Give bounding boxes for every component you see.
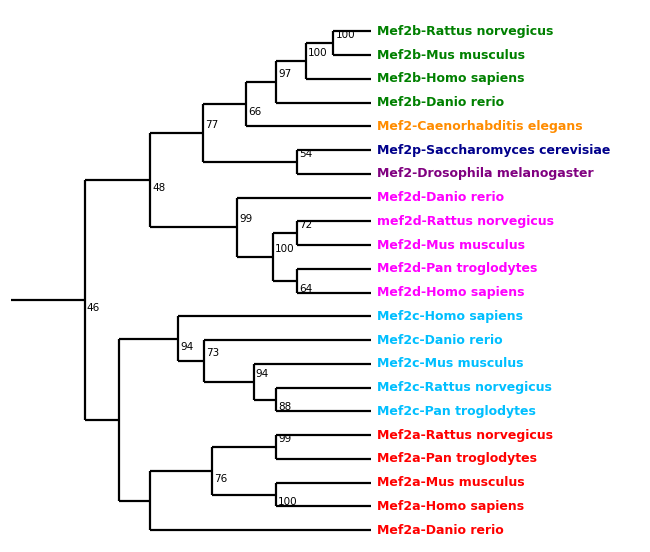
Text: Mef2a-Homo sapiens: Mef2a-Homo sapiens [377,500,524,513]
Text: Mef2b-Mus musculus: Mef2b-Mus musculus [377,49,525,61]
Text: mef2d-Rattus norvegicus: mef2d-Rattus norvegicus [377,215,554,228]
Text: 73: 73 [205,348,219,358]
Text: 77: 77 [205,120,218,130]
Text: Mef2d-Homo sapiens: Mef2d-Homo sapiens [377,286,525,299]
Text: Mef2c-Mus musculus: Mef2c-Mus musculus [377,357,523,370]
Text: Mef2d-Mus musculus: Mef2d-Mus musculus [377,238,525,252]
Text: Mef2d-Pan troglodytes: Mef2d-Pan troglodytes [377,262,538,275]
Text: 100: 100 [275,244,295,254]
Text: Mef2b-Rattus norvegicus: Mef2b-Rattus norvegicus [377,25,553,38]
Text: Mef2p-Saccharomyces cerevisiae: Mef2p-Saccharomyces cerevisiae [377,144,610,157]
Text: 46: 46 [86,302,100,313]
Text: Mef2c-Homo sapiens: Mef2c-Homo sapiens [377,310,523,323]
Text: 94: 94 [255,369,269,379]
Text: Mef2c-Rattus norvegicus: Mef2c-Rattus norvegicus [377,381,552,394]
Text: 76: 76 [214,474,227,484]
Text: 99: 99 [278,434,291,444]
Text: 100: 100 [278,497,298,507]
Text: Mef2a-Mus musculus: Mef2a-Mus musculus [377,476,525,489]
Text: Mef2c-Danio rerio: Mef2c-Danio rerio [377,333,502,347]
Text: 88: 88 [278,402,291,412]
Text: 66: 66 [248,107,262,117]
Text: Mef2-Caenorhabditis elegans: Mef2-Caenorhabditis elegans [377,120,582,133]
Text: 72: 72 [300,220,313,230]
Text: Mef2a-Rattus norvegicus: Mef2a-Rattus norvegicus [377,429,553,442]
Text: Mef2a-Pan troglodytes: Mef2a-Pan troglodytes [377,453,537,465]
Text: Mef2b-Danio rerio: Mef2b-Danio rerio [377,96,504,109]
Text: Mef2-Drosophila melanogaster: Mef2-Drosophila melanogaster [377,167,593,181]
Text: Mef2c-Pan troglodytes: Mef2c-Pan troglodytes [377,405,536,418]
Text: 100: 100 [308,48,328,58]
Text: 94: 94 [180,342,194,352]
Text: 64: 64 [300,284,313,294]
Text: Mef2a-Danio rerio: Mef2a-Danio rerio [377,524,504,537]
Text: Mef2b-Homo sapiens: Mef2b-Homo sapiens [377,72,525,86]
Text: 99: 99 [239,214,252,225]
Text: 48: 48 [152,183,166,193]
Text: Mef2d-Danio rerio: Mef2d-Danio rerio [377,191,504,204]
Text: 54: 54 [300,149,313,159]
Text: 97: 97 [278,69,291,79]
Text: 100: 100 [335,30,355,40]
